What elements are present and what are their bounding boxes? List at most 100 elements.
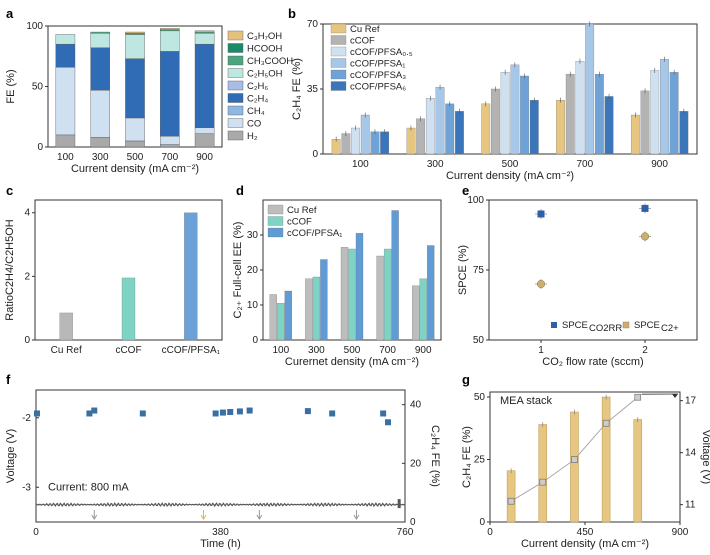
bar-b bbox=[604, 96, 614, 155]
fe-point-f bbox=[86, 410, 93, 417]
arrow-f bbox=[200, 510, 207, 520]
bar-d bbox=[427, 245, 435, 341]
bar-b bbox=[416, 118, 426, 155]
legend-label-b: cCOF bbox=[350, 36, 375, 47]
axis-arrowhead-g bbox=[672, 394, 678, 398]
bar-b bbox=[679, 111, 689, 155]
x-axis-label-f: Time (h) bbox=[200, 538, 241, 550]
bar-segment-a bbox=[125, 31, 145, 34]
y-tick-label-c: 4 bbox=[24, 208, 30, 219]
bar-segment-a bbox=[160, 144, 180, 148]
bar-segment-a bbox=[160, 30, 180, 52]
y-tick-label-g: 50 bbox=[474, 392, 486, 403]
bar-b bbox=[594, 73, 604, 155]
legend-label-a: C₃H₇OH bbox=[247, 31, 282, 42]
y-axis-label-d: C₂₊ Full-cell EE (%) bbox=[232, 222, 244, 319]
y-tick-label-e: 75 bbox=[473, 265, 485, 276]
x-axis-label-d: Curernet density (mA cm⁻²) bbox=[285, 356, 419, 368]
bar-b bbox=[556, 99, 565, 155]
fe-point-f bbox=[139, 410, 146, 417]
legend-label-e: C2+ bbox=[661, 323, 679, 334]
x-tick-label-a: 500 bbox=[127, 152, 144, 163]
legend-swatch-a bbox=[227, 130, 244, 141]
x-tick-label-d: 300 bbox=[308, 345, 325, 356]
y-axis-label-a: FE (%) bbox=[5, 69, 17, 103]
panel-label-d: d bbox=[236, 183, 244, 198]
fe-point-f bbox=[219, 409, 226, 416]
bar-b bbox=[341, 133, 351, 155]
bar-segment-a bbox=[125, 140, 145, 148]
x-tick-label-g: 450 bbox=[577, 527, 594, 538]
fe-point-f bbox=[236, 408, 243, 415]
legend-label-b: Cu Ref bbox=[350, 24, 380, 35]
bar-b bbox=[380, 131, 390, 155]
panel-label-a: a bbox=[6, 6, 14, 21]
voltage-point-g bbox=[602, 419, 610, 427]
bar-segment-a bbox=[125, 34, 145, 59]
voltage-point-g bbox=[539, 478, 547, 486]
y-tick-label-f: -2 bbox=[22, 413, 31, 424]
voltage-point-g bbox=[507, 497, 515, 505]
legend-label-a: C₂H₄ bbox=[247, 94, 268, 105]
arrow-f bbox=[353, 510, 360, 520]
legend-swatch-e bbox=[551, 322, 557, 328]
plot-frame-e bbox=[488, 199, 698, 341]
y-tick-label-g: 25 bbox=[474, 455, 486, 466]
plot-frame-f bbox=[35, 389, 406, 523]
y-tick-label-a: 0 bbox=[37, 142, 43, 153]
y-right-axis-label-f: C₂H₄ FE (%) bbox=[429, 425, 441, 487]
legend-label-a: CH₄ bbox=[247, 106, 265, 117]
y-tick-label-e: 100 bbox=[467, 195, 484, 206]
bar-b bbox=[491, 88, 500, 155]
fe-point-f bbox=[304, 408, 311, 415]
bar-segment-a bbox=[160, 28, 180, 30]
y-tick-label-a: 100 bbox=[26, 21, 43, 32]
y-tick-label-a: 50 bbox=[32, 82, 44, 93]
bar-segment-a bbox=[125, 58, 145, 119]
bar-d bbox=[305, 278, 313, 341]
legend-swatch-a bbox=[227, 105, 244, 116]
x-tick-label-g: 0 bbox=[487, 527, 493, 538]
x-tick-label-a: 100 bbox=[57, 152, 74, 163]
bar-segment-a bbox=[90, 89, 110, 138]
bar-segment-a bbox=[125, 117, 145, 142]
y-right-tick-label-g: 11 bbox=[685, 500, 696, 511]
y-tick-label-d: 30 bbox=[247, 230, 259, 241]
x-tick-label-b: 300 bbox=[427, 159, 444, 170]
y-right-axis-label-g: Voltage (V) bbox=[700, 430, 710, 484]
x-tick-label-f: 0 bbox=[33, 527, 39, 538]
fe-point-f bbox=[91, 407, 98, 414]
bar-d bbox=[419, 278, 427, 341]
bar-segment-a bbox=[55, 66, 76, 136]
x-tick-label-c: Cu Ref bbox=[51, 345, 82, 356]
bar-d bbox=[412, 285, 420, 341]
legend-label-e: SPCE bbox=[634, 320, 660, 331]
bar-segment-a bbox=[194, 127, 215, 134]
x-tick-label-c: cCOF bbox=[115, 345, 141, 356]
y-axis-label-g: C₂H₄ FE (%) bbox=[461, 426, 473, 488]
y-right-tick-label-f: 0 bbox=[410, 517, 416, 528]
panel-label-c: c bbox=[6, 183, 13, 198]
legend-label-b: cCOF/PFSA₃ bbox=[350, 70, 406, 81]
bar-d bbox=[383, 248, 392, 341]
x-axis-label-b: Current density (mA cm⁻²) bbox=[446, 170, 574, 182]
legend-swatch-a bbox=[227, 68, 244, 78]
x-axis-label-g: Current density (mA cm⁻²) bbox=[521, 538, 649, 550]
plot-frame-g bbox=[489, 391, 681, 523]
bar-c bbox=[59, 312, 73, 341]
panel-label-e: e bbox=[462, 183, 469, 198]
y-tick-label-d: 20 bbox=[247, 265, 259, 276]
bar-b bbox=[455, 111, 464, 155]
bar-b bbox=[481, 103, 491, 155]
bar-c bbox=[184, 212, 198, 341]
legend-swatch-b bbox=[330, 23, 347, 34]
legend-swatch-b bbox=[330, 69, 347, 80]
legend-swatch-b bbox=[330, 46, 347, 57]
annotation-f: Current: 800 mA bbox=[48, 482, 129, 494]
legend-swatch-a bbox=[227, 43, 244, 53]
bar-b bbox=[425, 98, 435, 155]
panel-label-f: f bbox=[6, 372, 11, 387]
y-tick-label-g: 0 bbox=[479, 517, 485, 528]
bar-d bbox=[320, 259, 328, 341]
panel-label-b: b bbox=[288, 6, 296, 21]
